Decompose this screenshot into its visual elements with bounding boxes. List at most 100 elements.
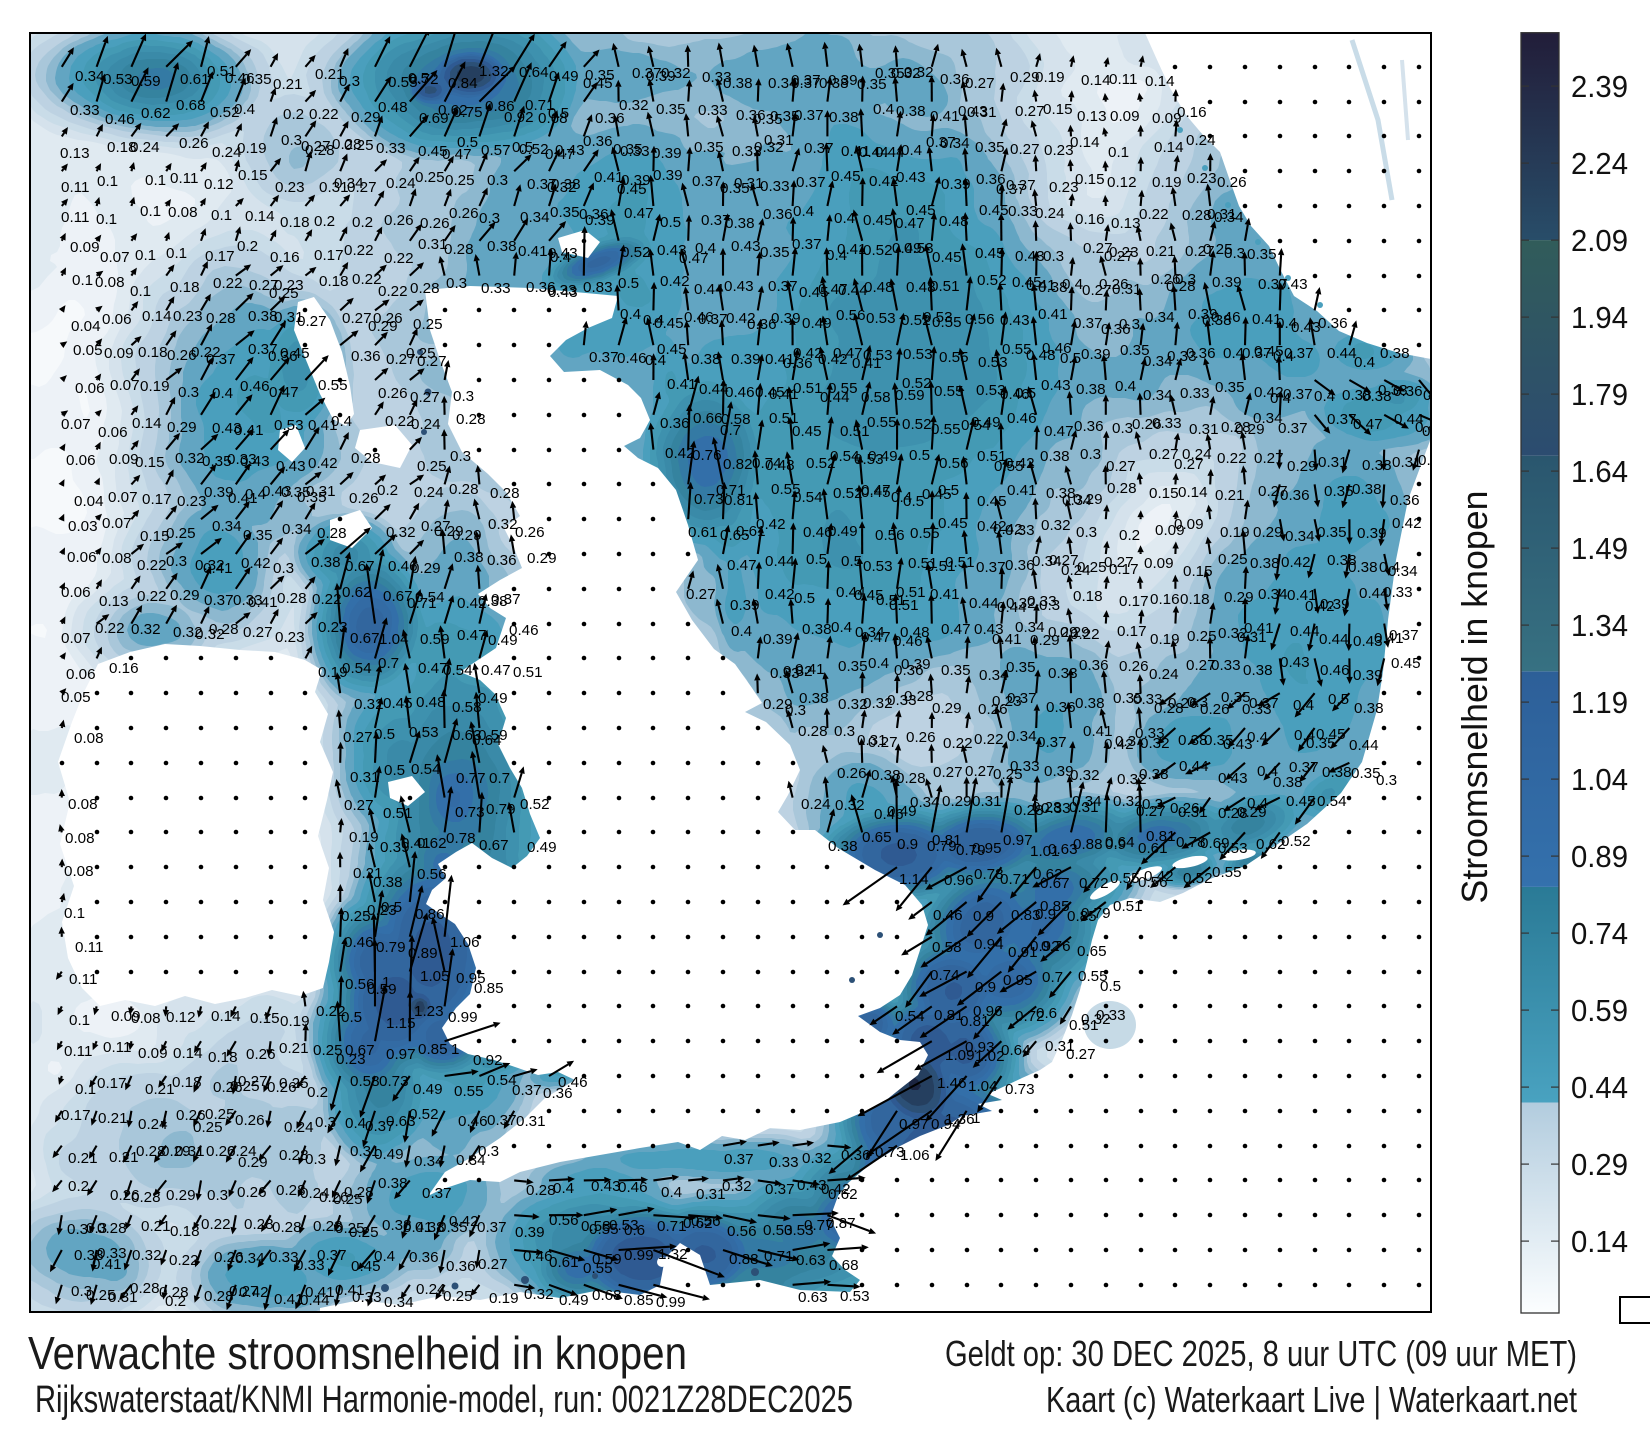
svg-text:0.27: 0.27	[1106, 458, 1136, 475]
svg-text:0.38: 0.38	[1354, 700, 1384, 717]
svg-text:0.78: 0.78	[446, 830, 476, 847]
svg-text:0.1: 0.1	[140, 203, 161, 220]
svg-text:0.34: 0.34	[75, 68, 105, 85]
svg-text:0.5: 0.5	[1060, 350, 1081, 367]
svg-text:0.31: 0.31	[967, 104, 997, 121]
svg-text:0.48: 0.48	[416, 694, 446, 711]
svg-text:0.48: 0.48	[765, 457, 795, 474]
svg-text:0.61: 0.61	[688, 524, 718, 541]
svg-text:1.14: 1.14	[899, 871, 929, 888]
svg-text:0.3: 0.3	[166, 553, 187, 570]
svg-text:0.27: 0.27	[1015, 103, 1045, 120]
svg-text:0.2: 0.2	[377, 482, 398, 499]
svg-text:0.47: 0.47	[1353, 416, 1383, 433]
svg-text:0.71: 0.71	[1000, 871, 1030, 888]
svg-text:0.4: 0.4	[661, 1184, 682, 1201]
svg-text:0.29: 0.29	[932, 700, 962, 717]
svg-text:0.23: 0.23	[275, 629, 305, 646]
svg-text:0.99: 0.99	[624, 1247, 654, 1264]
svg-text:0.38: 0.38	[373, 874, 403, 891]
svg-text:0.34: 0.34	[979, 667, 1009, 684]
svg-text:0.41: 0.41	[518, 243, 548, 260]
svg-text:0.1: 0.1	[75, 1081, 96, 1098]
svg-text:0.07: 0.07	[108, 489, 138, 506]
svg-text:0.4: 0.4	[620, 306, 641, 323]
svg-text:0.58: 0.58	[932, 939, 962, 956]
svg-text:0.73: 0.73	[455, 804, 485, 821]
svg-text:0.21: 0.21	[279, 1040, 309, 1057]
svg-text:0.22: 0.22	[1139, 206, 1169, 223]
svg-text:0.3: 0.3	[479, 210, 500, 227]
svg-text:0.08: 0.08	[64, 863, 94, 880]
svg-text:0.39: 0.39	[771, 310, 801, 327]
svg-text:0.07: 0.07	[100, 249, 130, 266]
svg-text:0.76: 0.76	[1041, 938, 1071, 955]
svg-text:0.29: 0.29	[351, 109, 381, 126]
svg-text:0.73: 0.73	[379, 1073, 409, 1090]
svg-text:0.21: 0.21	[141, 1218, 171, 1235]
svg-text:0.38: 0.38	[1352, 481, 1382, 498]
svg-text:0.29: 0.29	[167, 419, 197, 436]
svg-text:0.1: 0.1	[135, 247, 156, 264]
svg-text:0.14: 0.14	[245, 208, 275, 225]
svg-text:0.13: 0.13	[60, 145, 90, 162]
svg-text:0.39: 0.39	[585, 212, 615, 229]
svg-text:0.61: 0.61	[549, 1254, 579, 1271]
svg-text:0.37: 0.37	[1037, 734, 1067, 751]
svg-text:0.45: 0.45	[979, 202, 1009, 219]
svg-text:0.1: 0.1	[1108, 144, 1129, 161]
svg-text:0.37: 0.37	[1007, 690, 1037, 707]
svg-text:0.29: 0.29	[1253, 524, 1283, 541]
svg-text:1.06: 1.06	[450, 934, 480, 951]
svg-text:0.37: 0.37	[491, 591, 521, 608]
svg-text:0.51: 0.51	[945, 554, 975, 571]
svg-text:0.11: 0.11	[103, 1039, 131, 1056]
svg-text:0.21: 0.21	[1146, 243, 1176, 260]
svg-text:1.06: 1.06	[900, 1147, 930, 1164]
svg-text:0.39: 0.39	[730, 597, 760, 614]
svg-text:0.79: 0.79	[486, 801, 516, 818]
svg-text:0.42: 0.42	[1281, 554, 1311, 571]
svg-text:0.35: 0.35	[1247, 246, 1277, 263]
svg-text:0.27: 0.27	[417, 353, 447, 370]
svg-text:0.63: 0.63	[796, 1252, 826, 1269]
svg-text:0.19: 0.19	[280, 1013, 310, 1030]
svg-text:1.94: 1.94	[1571, 300, 1628, 335]
svg-text:0.29: 0.29	[1287, 458, 1317, 475]
svg-text:0.41: 0.41	[1244, 620, 1274, 637]
svg-text:0.47: 0.47	[481, 662, 511, 679]
svg-text:0.61: 0.61	[180, 71, 210, 88]
svg-text:0.1: 0.1	[130, 283, 151, 300]
svg-text:0.76: 0.76	[692, 447, 722, 464]
svg-text:0.46: 0.46	[725, 384, 755, 401]
svg-text:0.25: 0.25	[166, 525, 196, 542]
svg-text:0.3: 0.3	[1175, 271, 1196, 288]
svg-text:0.16: 0.16	[1150, 591, 1180, 608]
svg-text:0.17: 0.17	[97, 1075, 127, 1092]
svg-text:0.17: 0.17	[314, 247, 344, 264]
svg-text:0.28: 0.28	[351, 450, 381, 467]
svg-text:1: 1	[451, 1041, 459, 1058]
svg-text:0.4: 0.4	[374, 1248, 395, 1265]
svg-text:0.1: 0.1	[166, 245, 187, 262]
svg-text:0.06: 0.06	[66, 452, 96, 469]
svg-text:0.1: 0.1	[64, 905, 85, 922]
svg-text:0.68: 0.68	[829, 1257, 859, 1274]
svg-text:1.04: 1.04	[379, 631, 409, 648]
svg-text:0.31: 0.31	[1189, 421, 1219, 438]
svg-text:0.22: 0.22	[1070, 626, 1100, 643]
svg-text:0.25: 0.25	[413, 316, 443, 333]
svg-text:0.47: 0.47	[941, 621, 971, 638]
svg-text:0.52: 0.52	[1183, 870, 1213, 887]
svg-text:0.3: 0.3	[478, 1143, 499, 1160]
svg-text:0.36: 0.36	[660, 415, 690, 432]
svg-text:0.38: 0.38	[487, 238, 517, 255]
svg-text:0.99: 0.99	[448, 1009, 478, 1026]
svg-text:0.33: 0.33	[1152, 415, 1182, 432]
svg-text:0.11: 0.11	[61, 209, 89, 226]
svg-text:0.67: 0.67	[479, 837, 509, 854]
svg-text:0.36: 0.36	[1005, 557, 1035, 574]
svg-text:0.45: 0.45	[932, 249, 962, 266]
svg-text:0.37: 0.37	[792, 236, 822, 253]
svg-text:0.16: 0.16	[109, 660, 139, 677]
